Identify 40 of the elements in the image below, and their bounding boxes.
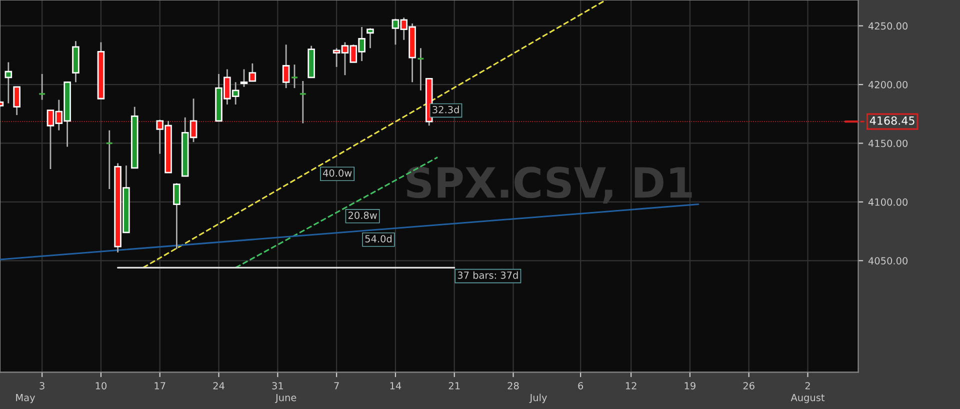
annotation: 40.0w	[322, 169, 352, 177]
candlestick	[4, 62, 12, 104]
annotation: 54.0d	[365, 234, 392, 242]
x-tick-label: 31	[272, 382, 283, 390]
candlestick	[106, 130, 114, 190]
annotation: 37 bars: 37d	[458, 271, 518, 279]
x-tick-label: 12	[626, 382, 636, 390]
x-tick-label: 10	[96, 382, 107, 390]
x-tick-label: 19	[684, 382, 696, 390]
candlestick	[248, 62, 256, 82]
x-tick-label: 28	[508, 382, 519, 390]
x-tick-label: 14	[390, 382, 402, 390]
x2-tick-label: July	[529, 394, 547, 404]
y-tick-label: 4050.00	[868, 257, 908, 264]
annotation: 32.3d	[432, 106, 459, 114]
annotation: 20.8w	[348, 212, 377, 219]
candlestick	[366, 27, 374, 49]
candlestick	[173, 182, 180, 250]
x-tick-label: 2	[805, 382, 810, 390]
x2-tick-label: August	[790, 394, 825, 404]
candlestick	[240, 68, 248, 88]
x2-tick-label: June	[274, 394, 296, 404]
x-tick-label: 17	[154, 382, 166, 390]
candlestick	[282, 44, 290, 89]
y-tick-label: 4200.00	[868, 81, 908, 88]
candlestick	[38, 73, 46, 100]
candlestick	[13, 86, 20, 116]
candlestick	[290, 64, 298, 89]
x-tick-label: 3	[40, 382, 44, 390]
y-tick-label: 4250.00	[868, 22, 908, 30]
y-tick-label: 4150.00	[868, 140, 908, 148]
x-tick-label: 24	[213, 382, 224, 390]
x2-tick-label: May	[16, 394, 35, 404]
ref-line-label: 4168.45	[870, 116, 914, 125]
x-tick-label: 7	[334, 382, 339, 390]
x-tick-label: 26	[743, 382, 754, 390]
candlestick	[299, 80, 307, 124]
x-tick-label: 21	[448, 382, 460, 390]
x-tick-label: 6	[578, 382, 584, 390]
y-tick-label: 4100.00	[868, 198, 908, 206]
